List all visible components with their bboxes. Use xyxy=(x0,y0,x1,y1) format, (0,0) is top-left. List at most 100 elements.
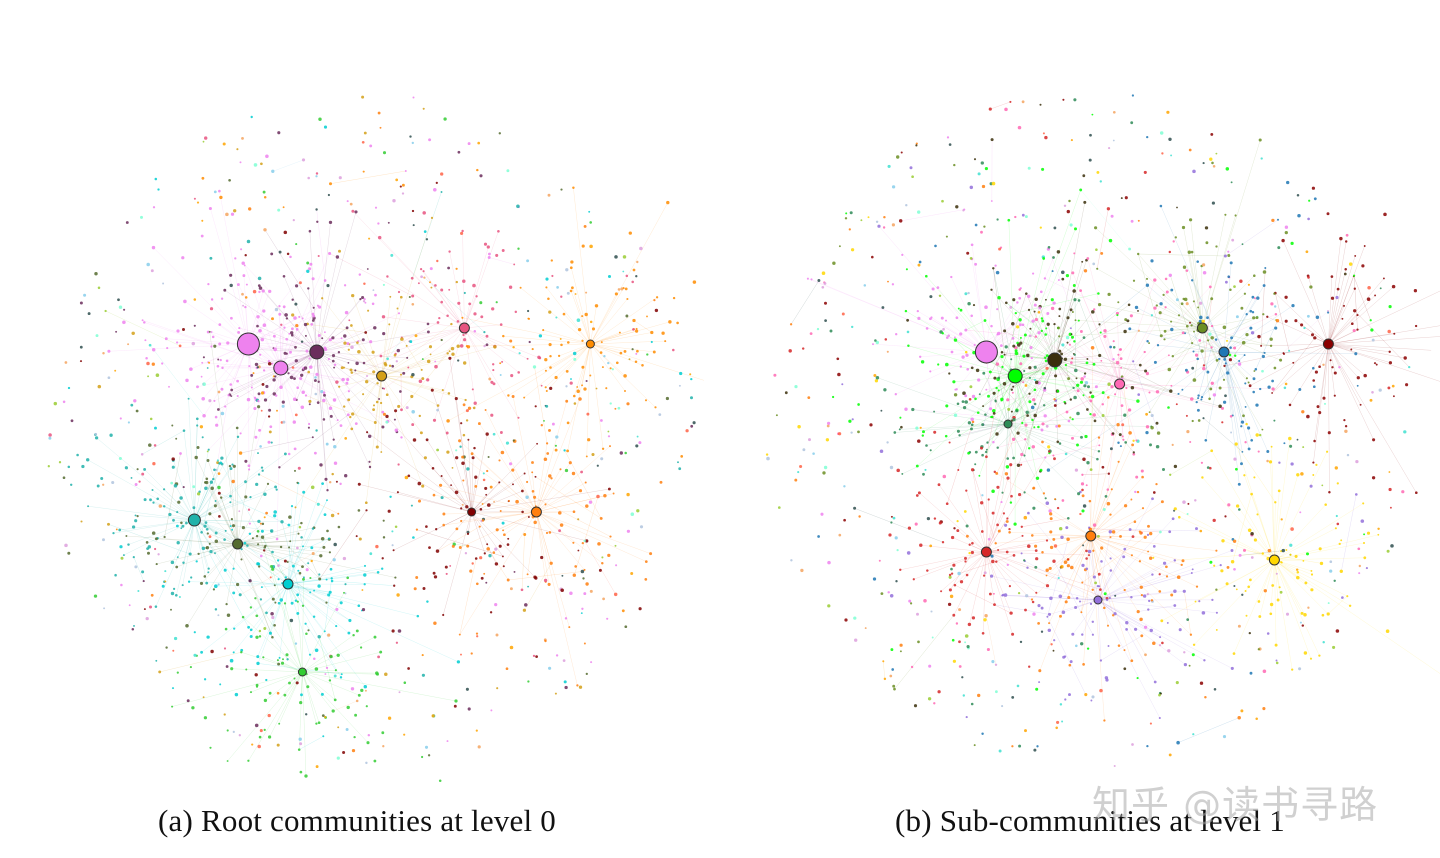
graph-node xyxy=(193,653,197,657)
graph-node xyxy=(162,282,165,285)
graph-node xyxy=(871,255,874,259)
graph-node xyxy=(585,291,588,294)
graph-node xyxy=(1288,436,1292,441)
graph-node xyxy=(185,378,189,383)
graph-node xyxy=(1204,438,1208,442)
graph-node xyxy=(1249,671,1253,675)
graph-node xyxy=(257,276,262,281)
graph-node xyxy=(1191,342,1194,345)
graph-node xyxy=(942,327,945,331)
graph-node xyxy=(291,327,294,331)
graph-node xyxy=(626,297,629,301)
graph-node xyxy=(1335,514,1338,518)
graph-node xyxy=(224,405,227,408)
graph-node xyxy=(152,206,156,209)
graph-node xyxy=(882,226,886,229)
graph-node xyxy=(467,142,471,146)
graph-node xyxy=(509,339,513,343)
graph-node xyxy=(244,296,248,299)
graph-node xyxy=(460,653,462,656)
graph-node xyxy=(214,608,218,611)
graph-node xyxy=(283,693,287,697)
graph-node xyxy=(309,262,313,266)
graph-node xyxy=(1065,410,1069,414)
graph-node xyxy=(474,475,478,479)
graph-node xyxy=(1012,418,1016,422)
graph-node xyxy=(195,417,199,421)
graph-node xyxy=(993,470,997,474)
graph-node xyxy=(321,714,325,717)
graph-node xyxy=(1269,344,1273,348)
graph-node xyxy=(483,242,488,246)
graph-node xyxy=(1074,468,1079,472)
graph-node xyxy=(367,434,372,439)
graph-node xyxy=(676,321,679,325)
graph-node xyxy=(1090,346,1095,350)
graph-node xyxy=(382,412,386,416)
graph-node xyxy=(1083,384,1087,388)
graph-node xyxy=(1284,382,1288,386)
graph-node xyxy=(1197,394,1200,397)
graph-node xyxy=(1049,596,1053,601)
graph-node xyxy=(1237,362,1242,366)
graph-node xyxy=(325,601,328,604)
graph-node xyxy=(435,528,438,531)
graph-node xyxy=(931,287,935,291)
graph-node xyxy=(1077,299,1081,302)
graph-node xyxy=(1296,194,1300,197)
graph-node xyxy=(440,475,443,477)
graph-node xyxy=(987,537,991,541)
graph-node xyxy=(79,345,83,349)
graph-node xyxy=(1278,461,1281,464)
graph-node xyxy=(1355,459,1359,464)
graph-node xyxy=(302,545,304,548)
graph-node xyxy=(1155,390,1160,394)
graph-node xyxy=(234,257,237,260)
graph-node xyxy=(658,413,662,416)
graph-node xyxy=(317,635,321,639)
graph-node xyxy=(462,479,465,482)
graph-node xyxy=(543,578,548,583)
graph-node xyxy=(311,436,314,439)
graph-node xyxy=(1359,403,1362,406)
graph-node xyxy=(359,646,363,649)
graph-node xyxy=(296,481,299,484)
graph-node xyxy=(1041,440,1044,444)
graph-node xyxy=(1190,397,1194,401)
graph-node xyxy=(131,627,135,631)
graph-node xyxy=(1180,302,1184,306)
graph-node xyxy=(1079,512,1082,516)
graph-node xyxy=(384,363,388,367)
graph-node xyxy=(1045,366,1049,370)
graph-node xyxy=(291,313,295,317)
graph-node xyxy=(1173,604,1177,607)
graph-node xyxy=(344,583,347,586)
graph-node xyxy=(1300,611,1304,615)
graph-node xyxy=(156,497,159,501)
graph-node xyxy=(310,559,313,563)
graph-node xyxy=(523,533,527,536)
graph-node xyxy=(596,464,599,467)
graph-node xyxy=(1192,733,1195,736)
graph-node xyxy=(399,390,402,393)
graph-node xyxy=(165,646,168,649)
graph-node xyxy=(365,761,368,765)
graph-node xyxy=(355,535,358,538)
graph-node xyxy=(213,344,217,348)
graph-node xyxy=(1133,627,1138,631)
graph-node xyxy=(959,580,964,584)
graph-node xyxy=(203,716,208,720)
graph-node xyxy=(997,376,1001,380)
graph-node xyxy=(893,431,897,434)
graph-node xyxy=(1042,492,1046,495)
graph-node xyxy=(1091,310,1095,314)
graph-node xyxy=(894,393,897,396)
graph-node xyxy=(1198,600,1201,603)
graph-node xyxy=(1045,298,1047,301)
graph-node xyxy=(217,358,220,361)
graph-node xyxy=(486,469,489,473)
graph-node xyxy=(1133,520,1137,523)
graph-node xyxy=(314,667,319,671)
graph-node xyxy=(511,468,515,472)
graph-node xyxy=(460,231,464,235)
